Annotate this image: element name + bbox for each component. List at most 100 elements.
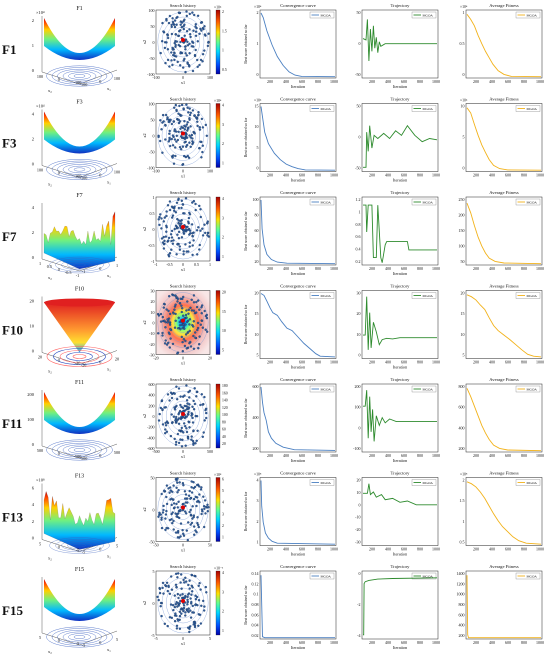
plot-y-tick: 0 [359,502,361,507]
history-point [204,505,208,509]
history-point [200,312,203,315]
history-point [187,312,190,315]
history-x-tick: 0 [182,169,184,174]
plot-y-tick: 1 [359,209,361,214]
history-point [186,538,189,542]
history-point [168,399,171,402]
history-point [168,136,171,140]
plot-x-tick: 800 [521,547,527,552]
history-point [180,587,183,590]
plot-y-tick: 10 [461,332,465,337]
history-point [187,308,190,311]
history-point [182,228,185,232]
surface-x-tick: 0.5 [47,264,52,269]
surface-title: F13 [75,474,84,480]
history-point [171,604,175,607]
plot-title: Convergence curve [280,3,316,8]
history-y-tick: 0.5 [150,211,155,216]
plot-y-label: Best score obtained so far [244,398,248,438]
history-y-tick: 200 [149,403,155,408]
history-point [167,253,170,257]
history-point [171,342,175,346]
history-contour [161,390,205,442]
history-point [205,134,208,137]
history-y-label: x2 [142,414,147,418]
plot-x-tick: 600 [299,547,305,552]
history-point [161,586,164,590]
history-point [162,306,165,309]
history-point [180,426,183,430]
plot-title: Average Fitness [489,377,519,382]
history-point [173,58,176,62]
history-colorbar-tick: 10 [222,329,226,333]
surface-y-tick: 5 [116,544,118,549]
plot-x-tick: 800 [521,360,527,365]
history-point [179,223,182,226]
history-point [203,525,206,529]
plot-y-tick: 1400 [457,571,465,576]
surface-z-tick: 2 [32,137,34,142]
history-point [173,129,176,133]
surface-contour [46,65,113,87]
surface-contour [57,630,102,645]
history-point [190,521,194,525]
history-contour [170,120,196,151]
history-point [183,510,187,513]
history-point [168,321,172,325]
history-point [166,421,170,425]
plot-series-line [466,388,542,452]
history-colorbar-tick: 20 [222,291,226,295]
history-point [183,316,186,320]
history-point [182,534,186,537]
history-point [178,610,182,613]
history-point [187,250,190,253]
history-y-tick: 600 [149,382,155,387]
plot-legend-label: MGOA [527,294,538,298]
plot-x-tick: 1000 [536,266,544,271]
history-y-tick: -50 [149,540,154,545]
history-point [158,591,162,595]
fitness-plot: Average Fitness MGOA 1400 1200 1000 800 600 400… [457,564,545,645]
plot-title: Convergence curve [280,97,316,102]
surface-wire [43,111,116,131]
history-y-tick: 50 [151,476,155,481]
history-point [159,601,163,605]
history-x-tick: 0 [182,262,184,267]
surface-contour [46,439,113,461]
history-point [198,493,201,496]
history-point [182,314,185,317]
plot-x-tick: 600 [505,547,511,552]
history-point [198,243,201,247]
history-point [174,612,177,615]
plot-y-tick: 20 [357,478,361,483]
plot-y-tick: 1.5 [460,498,465,503]
history-point [199,488,203,491]
surface-contour [62,164,97,175]
plot-legend-label: MGOA [527,107,538,111]
history-point [189,616,193,619]
plot-x-label: Iteration [393,645,408,650]
plot-y-tick: 0 [359,571,361,576]
history-title: Search history [170,471,197,476]
history-y-tick: -400 [147,435,154,440]
plot-y-tick: -100 [353,446,360,451]
history-point [162,235,165,239]
plot-x-tick: 800 [417,173,423,178]
history-point [179,127,182,130]
history-point [161,113,165,117]
fitness-plot: Average Fitness MGOA 250 200 150 100 50 200 400 6… [459,190,545,271]
row-label: F1 [2,42,16,57]
history-y-label: x2 [142,601,147,605]
history-point [178,45,182,48]
history-point [173,308,176,311]
plot-x-label: Iteration [291,458,306,463]
history-point [179,438,182,441]
history-point [162,302,166,306]
history-point [178,320,181,324]
history-colorbar [215,570,221,636]
plot-y-tick: 250 [459,197,465,202]
history-point [179,522,183,525]
history-point [179,64,182,67]
